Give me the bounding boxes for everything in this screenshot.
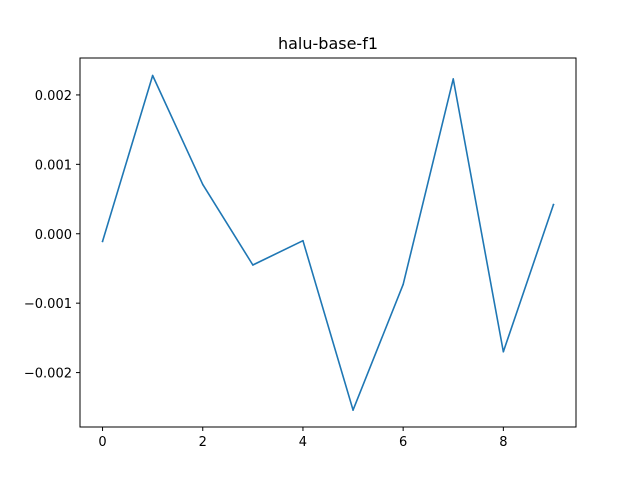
x-tick-label: 6 [399,435,407,450]
y-tick-label: −0.001 [24,297,72,312]
x-tick-label: 8 [499,435,507,450]
y-tick-label: 0.000 [35,228,72,243]
plot-frame [79,57,577,428]
plot-series [101,74,555,411]
y-tick-label: −0.002 [24,367,72,382]
data-point [302,239,304,242]
data-point [552,203,555,206]
chart-title: halu-base-f1 [278,34,378,53]
data-point [352,409,354,411]
data-point [452,78,455,80]
x-tick-label: 2 [199,435,207,450]
data-point [201,183,204,186]
data-point [252,264,254,266]
x-tick-label: 0 [98,435,106,450]
x-tick-label: 4 [299,435,307,450]
data-point [151,74,154,77]
x-axis: 0 2 4 6 8 [98,427,507,450]
y-axis: −0.002 −0.001 0.000 0.001 0.002 [24,89,80,382]
series-line [101,74,555,411]
y-tick-label: 0.002 [35,89,72,104]
y-tick-label: 0.001 [35,158,72,173]
data-point [101,240,104,243]
data-point [402,283,404,286]
data-point [502,350,505,353]
